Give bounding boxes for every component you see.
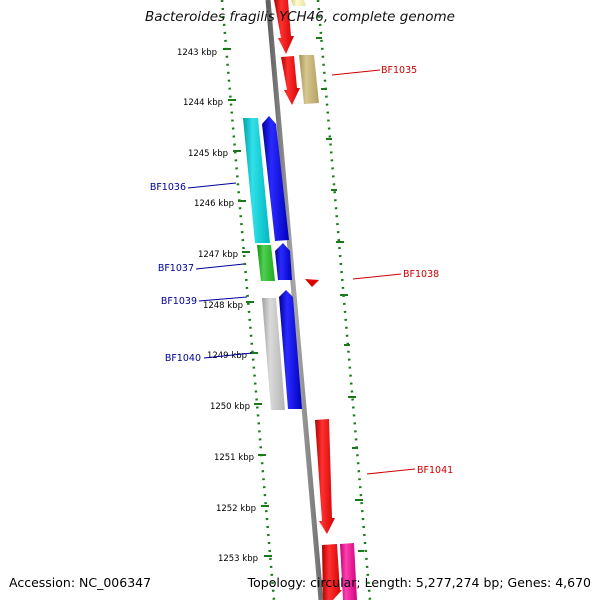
gene-label-bf1037[interactable]: BF1037 (158, 263, 194, 274)
kbp-label-1246: 1246 kbp (194, 199, 234, 209)
gene-bottom-red[interactable] (322, 544, 342, 600)
genome-backbone (265, 0, 324, 600)
kbp-label-1252: 1252 kbp (216, 504, 256, 514)
gene-bf1038[interactable] (305, 279, 319, 287)
gene-bf1035[interactable] (299, 55, 319, 104)
genome-title: Bacteroides fragilis YCH46, complete gen… (145, 9, 455, 25)
gene-label-bf1039[interactable]: BF1039 (161, 296, 197, 307)
tick-marks (223, 37, 364, 557)
gene-bf1036-blue[interactable] (262, 116, 289, 241)
gene-bf1037-blue[interactable] (275, 243, 292, 280)
kbp-label-1251: 1251 kbp (214, 453, 254, 463)
kbp-label-1253: 1253 kbp (218, 554, 258, 564)
gene-bf1040[interactable] (262, 298, 285, 410)
gene-bf1035-red[interactable] (281, 56, 300, 105)
kbp-label-1250: 1250 kbp (210, 402, 250, 412)
gene-top-red[interactable] (274, 0, 294, 54)
kbp-label-1243: 1243 kbp (177, 48, 217, 58)
kbp-label-1244: 1244 kbp (183, 98, 223, 108)
kbp-label-1248: 1248 kbp (203, 301, 243, 311)
gene-label-bf1038[interactable]: BF1038 (403, 269, 439, 280)
genome-stats-text: Topology: circular; Length: 5,277,274 bp… (247, 575, 591, 590)
gene-bf1041[interactable] (315, 419, 335, 534)
gene-bf1036[interactable] (243, 118, 270, 243)
gene-label-bf1041[interactable]: BF1041 (417, 465, 453, 476)
gene-bf1039[interactable] (279, 290, 302, 409)
gene-label-bf1040[interactable]: BF1040 (165, 353, 201, 364)
accession-text: Accession: NC_006347 (9, 575, 152, 590)
gene-label-bf1036[interactable]: BF1036 (150, 182, 186, 193)
gene-bottom-pink[interactable] (340, 543, 357, 600)
kbp-label-1247: 1247 kbp (198, 250, 238, 260)
gene-label-bf1035[interactable]: BF1035 (381, 65, 417, 76)
label-connectors (187, 69, 416, 475)
gene-top-yellow[interactable] (291, 0, 306, 6)
kbp-label-1245: 1245 kbp (188, 149, 228, 159)
gene-bf1037[interactable] (257, 245, 275, 281)
